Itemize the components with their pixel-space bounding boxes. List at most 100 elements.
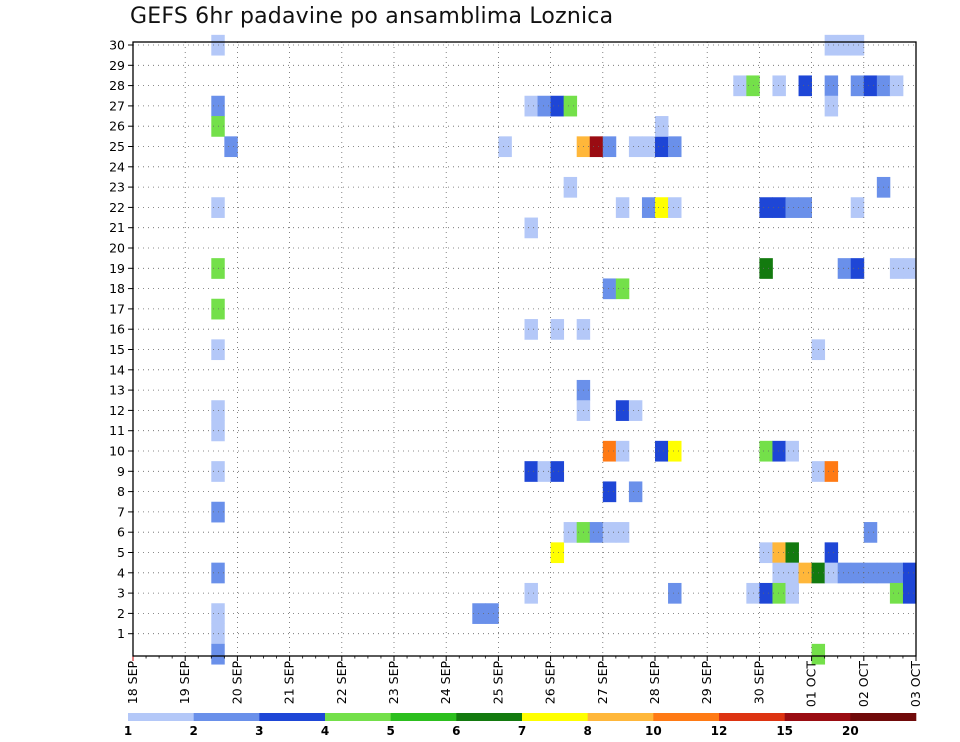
legend-label: 10 [645,724,662,738]
heatmap-cell [889,562,904,584]
legend-swatch [456,713,523,721]
heatmap-cell [615,278,630,300]
heatmap-cell [602,440,617,462]
heatmap-cell [485,603,499,624]
heatmap-cell [602,278,617,300]
heatmap-cell [889,582,904,604]
heatmap-cell [785,542,799,564]
x-tick-label: 20 SEP [229,661,244,705]
x-tick-label: 30 SEP [751,661,766,705]
heatmap-cell [628,481,643,503]
heatmap-cell [628,136,643,158]
heatmap-cell [850,562,865,584]
x-tick-label: 18 SEP [125,661,140,705]
y-tick-label: 19 [109,261,125,276]
legend-swatch [653,713,720,721]
x-tick-label: 03 OCT [908,661,923,707]
heatmap-cell [759,258,773,279]
heatmap-cell [224,136,238,158]
heatmap-cell [615,400,630,421]
legend-swatch [522,713,588,721]
heatmap-cell [589,136,604,158]
legend-label: 2 [189,724,197,738]
y-tick-label: 6 [117,525,125,540]
heatmap-cell [837,562,852,584]
y-tick-label: 14 [109,362,125,377]
heatmap-cell [668,582,682,604]
y-tick-label: 3 [117,586,125,601]
heatmap-cell [733,75,747,97]
heatmap-cell [902,582,917,604]
heatmap-cell [772,562,786,584]
legend-label: 5 [386,724,394,738]
x-tick-label: 23 SEP [386,661,401,705]
x-tick-label: 01 OCT [804,661,819,707]
heatmap-cell [902,562,917,584]
heatmap-cell [785,582,799,604]
heatmap-cell [563,522,578,543]
legend-swatch [719,713,785,721]
y-tick-label: 5 [117,545,125,560]
y-tick-label: 13 [109,383,125,398]
heatmap-cell [602,136,617,158]
heatmap-cell [524,319,538,340]
x-tick-label: 26 SEP [543,661,558,705]
color-legend: 1 2 3 4 5 6 7 8 10 12 15 20 [124,713,917,738]
heatmap-cell [889,258,904,279]
heatmap-cell [524,95,538,117]
heatmap-cell [524,461,538,482]
heatmap-cell [824,562,839,584]
legend-label: 7 [518,724,526,738]
x-tick-label: 02 OCT [856,661,871,707]
heatmap-cell [772,197,786,218]
y-tick-label: 15 [109,342,125,357]
heatmap-cell [824,75,839,97]
heatmap-cell [837,34,852,56]
heatmap-cell [550,319,565,340]
heatmap-cell [537,461,551,482]
heatmap-cell [498,136,512,158]
heatmap-cell [655,136,669,158]
heatmap-cell [602,522,617,543]
y-tick-label: 16 [109,322,125,337]
heatmap-cell [850,258,865,279]
heatmap-cell [785,197,799,218]
y-tick-label: 17 [109,301,125,316]
y-tick-label: 2 [117,606,125,621]
y-tick-label: 23 [109,180,125,195]
y-tick-label: 26 [109,119,125,134]
heatmap-cell [615,440,630,462]
legend-swatch [259,713,326,721]
x-tick-label: 19 SEP [177,661,192,705]
heatmap-cell [615,197,630,218]
heatmap-cell [550,95,565,117]
y-tick-label: 1 [117,626,125,641]
x-tick-label: 29 SEP [699,661,714,705]
x-tick-label: 25 SEP [490,661,505,705]
y-tick-label: 30 [109,38,125,53]
y-tick-label: 9 [117,464,125,479]
y-tick-label: 8 [117,484,125,499]
y-tick-label: 20 [109,241,125,256]
heatmap-cell [772,582,786,604]
heatmap-cell [785,440,799,462]
heatmap-cell [537,95,551,117]
cells-layer [211,34,917,665]
y-tick-label: 7 [117,504,125,519]
heatmap-cell [655,116,669,137]
heatmap-cell [472,603,486,624]
grid-layer [133,42,916,656]
heatmap-cell [824,542,839,564]
heatmap-cell [772,75,786,97]
heatmap-cell [759,582,773,604]
heatmap-cell [563,95,578,117]
x-tick-label: 21 SEP [282,661,297,705]
legend-swatch [784,713,851,721]
heatmap-cell [863,562,878,584]
heatmap-cell [563,176,578,198]
heatmap-cell [850,197,865,218]
legend-label: 8 [583,724,591,738]
y-tick-label: 25 [109,139,125,154]
heatmap-cell [850,75,865,97]
legend-swatch [128,713,194,721]
